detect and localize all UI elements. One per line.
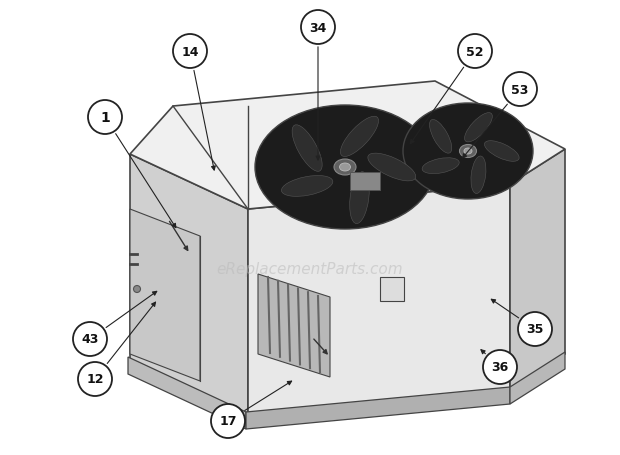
Text: 14: 14: [181, 46, 199, 58]
Circle shape: [211, 404, 245, 438]
Ellipse shape: [255, 106, 435, 229]
Ellipse shape: [464, 149, 472, 155]
Circle shape: [458, 35, 492, 69]
Ellipse shape: [340, 117, 379, 157]
Ellipse shape: [422, 158, 459, 174]
Circle shape: [73, 322, 107, 356]
Polygon shape: [130, 82, 565, 210]
Ellipse shape: [471, 157, 486, 194]
Ellipse shape: [464, 113, 492, 142]
Text: 43: 43: [81, 333, 99, 346]
Ellipse shape: [292, 126, 322, 172]
Polygon shape: [510, 150, 565, 389]
Polygon shape: [258, 274, 330, 377]
Polygon shape: [130, 210, 200, 381]
Ellipse shape: [403, 104, 533, 200]
Circle shape: [78, 362, 112, 396]
Text: 35: 35: [526, 323, 544, 336]
Text: 34: 34: [309, 21, 327, 35]
Text: 1: 1: [100, 111, 110, 125]
Polygon shape: [128, 357, 246, 429]
Ellipse shape: [459, 145, 477, 158]
Ellipse shape: [368, 154, 416, 182]
FancyBboxPatch shape: [380, 278, 404, 301]
Polygon shape: [248, 185, 510, 414]
Polygon shape: [246, 387, 510, 429]
Circle shape: [503, 73, 537, 107]
Text: 12: 12: [86, 373, 104, 386]
Circle shape: [483, 350, 517, 384]
Ellipse shape: [340, 164, 350, 172]
Polygon shape: [130, 155, 248, 414]
Circle shape: [88, 101, 122, 135]
Ellipse shape: [281, 176, 333, 197]
Text: 17: 17: [219, 415, 237, 428]
Text: eReplacementParts.com: eReplacementParts.com: [216, 262, 404, 277]
Circle shape: [133, 286, 141, 293]
Text: 36: 36: [492, 361, 508, 374]
Circle shape: [173, 35, 207, 69]
Ellipse shape: [334, 160, 356, 176]
Text: 52: 52: [466, 46, 484, 58]
Circle shape: [301, 11, 335, 45]
Ellipse shape: [484, 142, 519, 162]
FancyBboxPatch shape: [350, 172, 380, 191]
Polygon shape: [510, 352, 565, 404]
Circle shape: [518, 312, 552, 346]
Text: 53: 53: [512, 83, 529, 96]
Ellipse shape: [350, 172, 370, 224]
Ellipse shape: [430, 120, 452, 154]
